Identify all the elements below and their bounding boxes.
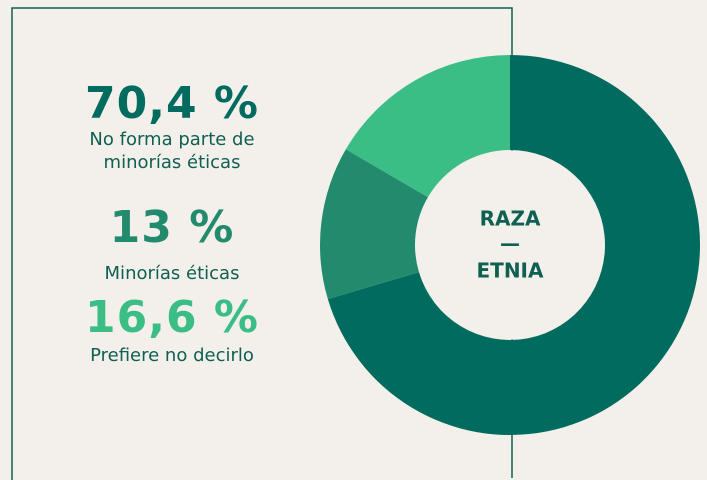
donut — [320, 55, 700, 435]
donut-hole — [415, 150, 605, 340]
category-label: No forma parte de minorías éticas — [89, 129, 255, 173]
category-label: Prefiere no decirlo — [90, 345, 254, 366]
donut-slice — [345, 55, 510, 198]
center-label: — — [500, 232, 520, 256]
legend-item: 16,6 % Prefiere no decirlo — [62, 294, 282, 367]
legend-item: 13 % Minorías éticas — [62, 204, 282, 285]
value-label: 13 % — [109, 202, 235, 253]
legend-item: 70,4 % No forma parte de minorías éticas — [62, 80, 282, 174]
center-label: RAZA — [480, 207, 541, 231]
value-label: 16,6 % — [85, 292, 259, 343]
value-label: 70,4 % — [85, 78, 259, 129]
donut-slice — [327, 55, 700, 435]
center-label: ETNIA — [477, 259, 544, 283]
category-label: Minorías éticas — [104, 263, 240, 284]
donut-slice — [320, 149, 428, 300]
